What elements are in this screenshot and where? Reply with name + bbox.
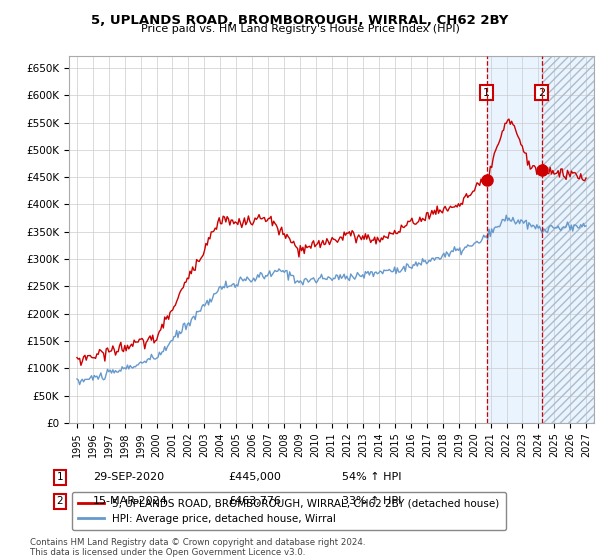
- Legend: 5, UPLANDS ROAD, BROMBOROUGH, WIRRAL, CH62 2BY (detached house), HPI: Average pr: 5, UPLANDS ROAD, BROMBOROUGH, WIRRAL, CH…: [71, 492, 506, 530]
- Text: 15-MAR-2024: 15-MAR-2024: [93, 496, 168, 506]
- Bar: [542, 56, 594, 423]
- Bar: [542, 56, 594, 423]
- Text: 1: 1: [56, 472, 64, 482]
- Text: 54% ↑ HPI: 54% ↑ HPI: [342, 472, 401, 482]
- Text: 33% ↑ HPI: 33% ↑ HPI: [342, 496, 401, 506]
- Text: £463,776: £463,776: [228, 496, 281, 506]
- Text: 5, UPLANDS ROAD, BROMBOROUGH, WIRRAL, CH62 2BY: 5, UPLANDS ROAD, BROMBOROUGH, WIRRAL, CH…: [91, 14, 509, 27]
- Text: Price paid vs. HM Land Registry's House Price Index (HPI): Price paid vs. HM Land Registry's House …: [140, 24, 460, 34]
- Text: £445,000: £445,000: [228, 472, 281, 482]
- Text: 2: 2: [538, 88, 545, 97]
- Text: 2: 2: [56, 496, 64, 506]
- Text: Contains HM Land Registry data © Crown copyright and database right 2024.
This d: Contains HM Land Registry data © Crown c…: [30, 538, 365, 557]
- Text: 29-SEP-2020: 29-SEP-2020: [93, 472, 164, 482]
- Text: 1: 1: [483, 88, 490, 97]
- Bar: [487, 56, 542, 423]
